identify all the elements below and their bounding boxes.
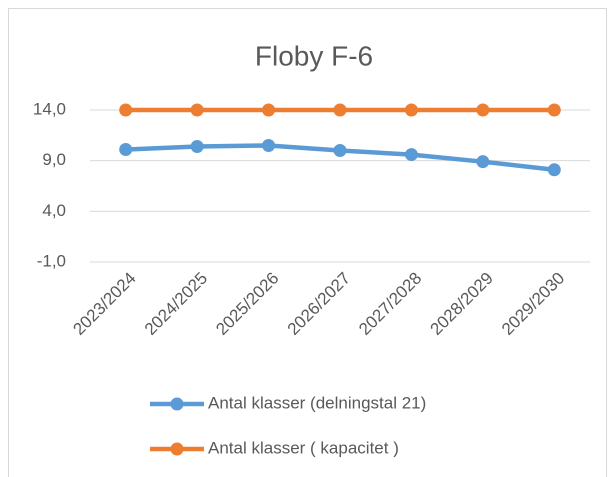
y-tick-label: 4,0	[42, 201, 66, 220]
data-point	[119, 103, 133, 117]
data-point	[190, 103, 204, 117]
chart-border	[8, 8, 607, 477]
legend-marker	[170, 397, 184, 411]
legend-label: Antal klasser ( kapacitet )	[208, 438, 399, 457]
data-point	[333, 103, 347, 117]
data-point	[262, 103, 276, 117]
y-tick-label: -1,0	[37, 251, 66, 270]
data-point	[404, 103, 418, 117]
data-point	[476, 103, 490, 117]
y-tick-label: 9,0	[42, 150, 66, 169]
data-point	[547, 163, 561, 177]
data-point	[333, 144, 347, 158]
chart-title: Floby F-6	[255, 40, 373, 71]
data-point	[404, 148, 418, 162]
y-tick-label: 14,0	[33, 99, 66, 118]
data-point	[476, 155, 490, 169]
legend-label: Antal klasser (delningstal 21)	[208, 393, 426, 412]
data-point	[190, 139, 204, 153]
legend-marker	[170, 442, 184, 456]
data-point	[262, 138, 276, 152]
data-point	[119, 143, 133, 157]
data-point	[547, 103, 561, 117]
